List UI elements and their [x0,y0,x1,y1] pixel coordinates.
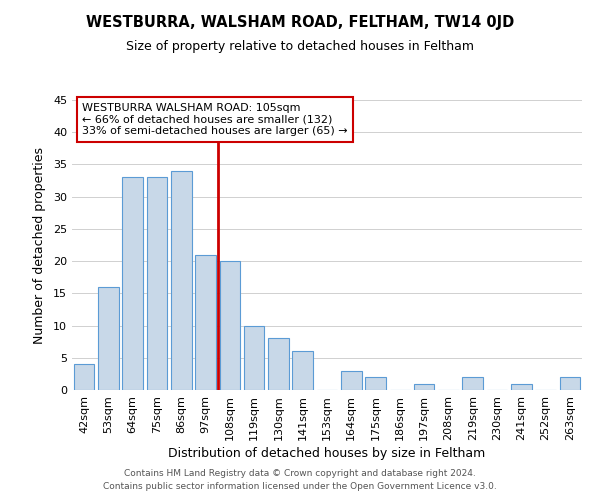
Bar [560,377,580,390]
Text: WESTBURRA WALSHAM ROAD: 105sqm
← 66% of detached houses are smaller (132)
33% of: WESTBURRA WALSHAM ROAD: 105sqm ← 66% of … [82,103,348,136]
Y-axis label: Number of detached properties: Number of detached properties [33,146,46,344]
Bar [74,364,94,390]
Bar [268,338,289,390]
Text: WESTBURRA, WALSHAM ROAD, FELTHAM, TW14 0JD: WESTBURRA, WALSHAM ROAD, FELTHAM, TW14 0… [86,15,514,30]
Bar [463,377,483,390]
Text: Contains public sector information licensed under the Open Government Licence v3: Contains public sector information licen… [103,482,497,491]
Bar [122,178,143,390]
Bar [146,178,167,390]
Bar [414,384,434,390]
Text: Size of property relative to detached houses in Feltham: Size of property relative to detached ho… [126,40,474,53]
Bar [171,171,191,390]
Bar [341,370,362,390]
Bar [511,384,532,390]
Bar [244,326,265,390]
Bar [365,377,386,390]
X-axis label: Distribution of detached houses by size in Feltham: Distribution of detached houses by size … [169,447,485,460]
Bar [195,254,216,390]
Bar [98,287,119,390]
Bar [292,352,313,390]
Text: Contains HM Land Registry data © Crown copyright and database right 2024.: Contains HM Land Registry data © Crown c… [124,468,476,477]
Bar [220,261,240,390]
